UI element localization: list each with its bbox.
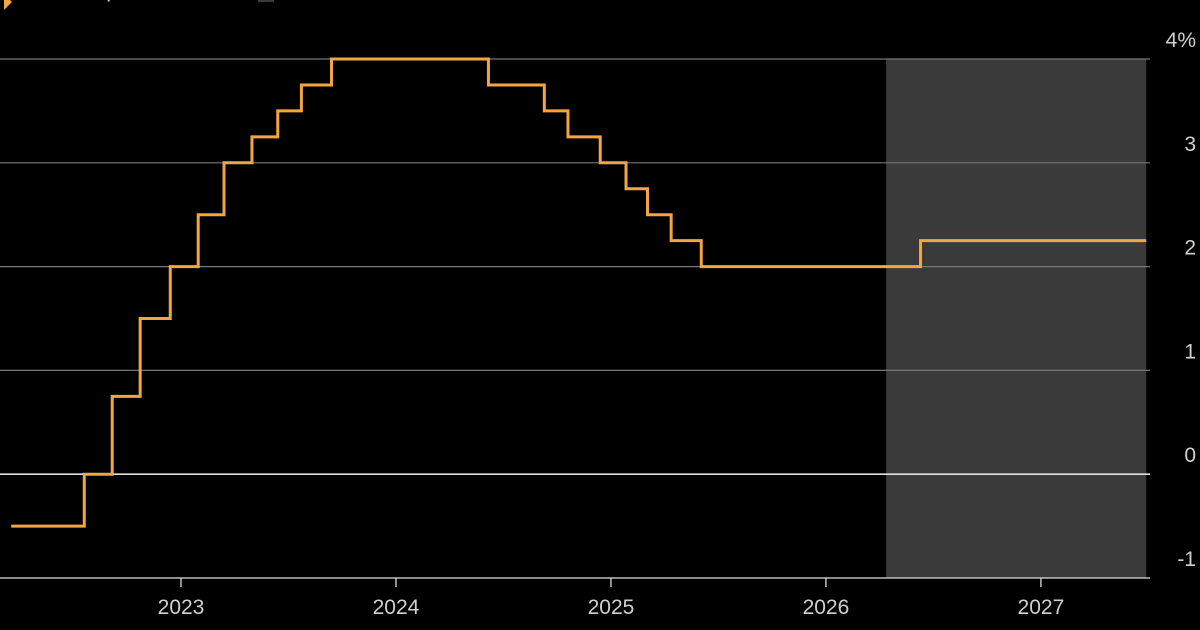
- y-tick-label: 3: [1184, 133, 1196, 156]
- y-tick-label: -1: [1177, 548, 1196, 571]
- legend-label: ECB deposit rate: [34, 0, 193, 2]
- rate-line: [11, 57, 1147, 528]
- y-tick-label: 4%: [1166, 29, 1196, 52]
- x-tick-label: 2024: [373, 596, 420, 619]
- x-tick-label: 2023: [158, 596, 205, 619]
- y-tick-label: 2: [1184, 237, 1196, 260]
- legend-marker: [4, 0, 12, 10]
- y-tick-label: 0: [1184, 444, 1196, 467]
- x-tick-label: 2027: [1018, 596, 1065, 619]
- legend-swatch: [258, 0, 274, 2]
- forecast-region: [886, 59, 1147, 578]
- x-tick-label: 2026: [803, 596, 850, 619]
- x-tick-label: 2025: [588, 596, 635, 619]
- y-tick-label: 1: [1184, 340, 1196, 363]
- legend-label: Forecast: [288, 0, 370, 2]
